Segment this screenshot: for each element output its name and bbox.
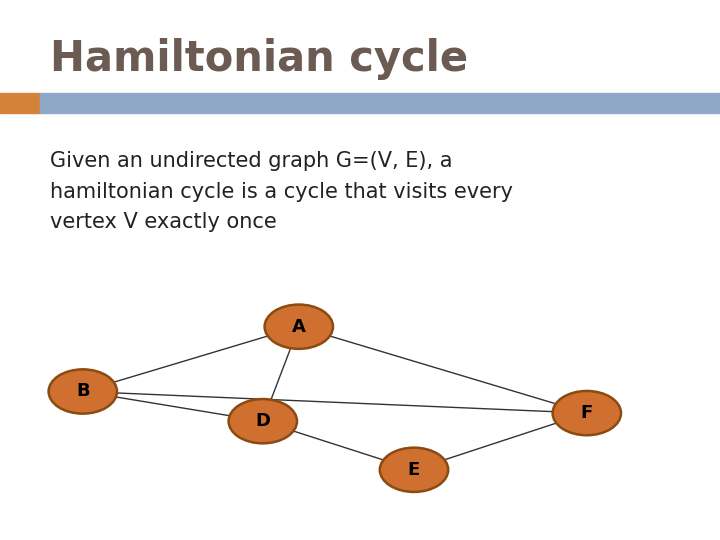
Ellipse shape bbox=[265, 305, 333, 349]
Text: Given an undirected graph G=(V, E), a
hamiltonian cycle is a cycle that visits e: Given an undirected graph G=(V, E), a ha… bbox=[50, 151, 513, 232]
Text: E: E bbox=[408, 461, 420, 479]
Ellipse shape bbox=[48, 369, 117, 414]
Text: B: B bbox=[76, 382, 89, 401]
Text: D: D bbox=[256, 412, 270, 430]
Bar bbox=[0, 93, 40, 113]
Bar bbox=[40, 93, 720, 113]
Text: F: F bbox=[580, 404, 593, 422]
Ellipse shape bbox=[229, 399, 297, 443]
Text: Hamiltonian cycle: Hamiltonian cycle bbox=[50, 38, 469, 80]
Ellipse shape bbox=[380, 448, 448, 492]
Ellipse shape bbox=[552, 391, 621, 435]
Text: A: A bbox=[292, 318, 306, 336]
